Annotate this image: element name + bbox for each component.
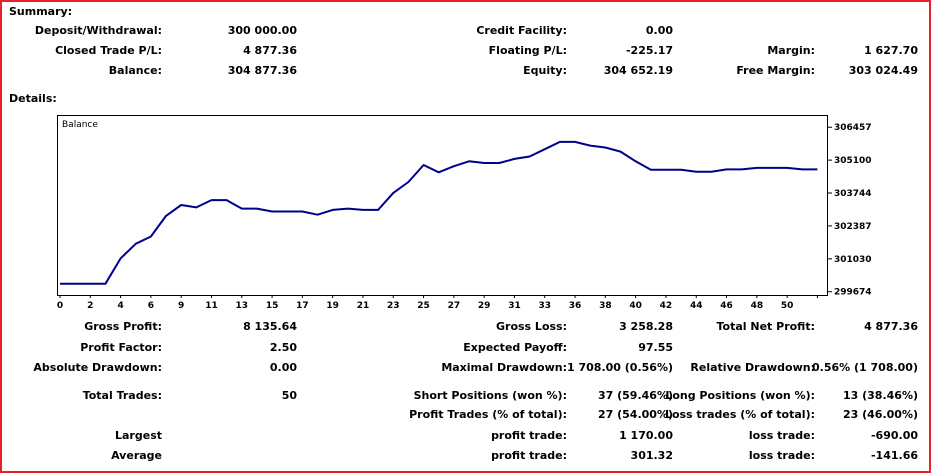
x-tick-label: 48 [751,301,764,311]
x-tick-label: 33 [538,301,551,311]
y-tick-label: 299674 [834,288,872,298]
balance-chart: Balance 299674 301030 302387 303744 305100 30… [57,115,872,311]
expected-payoff-value: 97.55 [638,341,673,354]
x-tick-label: 6 [148,301,154,311]
margin-label: Margin: [767,44,815,57]
x-tick-label: 29 [478,301,491,311]
average-profit-value: 301.32 [630,449,673,462]
long-positions-label: Long Positions (won %): [665,389,815,402]
credit-value: 0.00 [645,24,673,37]
x-tick-label: 46 [720,301,733,311]
x-tick-label: 2 [87,301,93,311]
x-tick-label: 25 [417,301,430,311]
gross-profit-value: 8 135.64 [243,320,297,333]
y-tick-label: 302387 [834,222,872,232]
x-tick-label: 15 [266,301,279,311]
abs-drawdown-value: 0.00 [269,361,297,374]
loss-trades-label: Loss trades (% of total): [664,408,815,421]
free-margin-label: Free Margin: [736,64,815,77]
balance-chart-plot: Balance 299674 301030 302387 303744 305100 30… [57,120,872,311]
y-tick-label: 305100 [834,156,872,166]
largest-label: Largest [115,429,162,442]
balance-series-line [60,140,818,285]
profit-factor-value: 2.50 [269,341,297,354]
summary-heading: Summary: [9,5,73,18]
x-tick-label: 27 [448,301,461,311]
largest-profit-label: profit trade: [491,429,567,442]
gross-profit-label: Gross Profit: [84,320,162,333]
max-drawdown-label: Maximal Drawdown: [441,361,567,374]
x-tick-label: 17 [296,301,309,311]
details-heading: Details: [9,92,57,105]
deposit-label: Deposit/Withdrawal: [34,24,162,37]
short-positions-value: 37 (59.46%) [597,389,673,402]
x-tick-label: 50 [781,301,794,311]
loss-trades-value: 23 (46.00%) [842,408,918,421]
floating-value: -225.17 [625,44,673,57]
net-profit-label: Total Net Profit: [716,320,816,333]
closed-pl-label: Closed Trade P/L: [55,44,162,57]
x-tick-label: 31 [508,301,521,311]
x-tick-label: 40 [629,301,642,311]
net-profit-value: 4 877.36 [864,320,918,333]
largest-loss-value: -690.00 [870,429,918,442]
x-tick-label: 9 [178,301,184,311]
credit-label: Credit Facility: [476,24,567,37]
average-label: Average [111,449,162,462]
y-tick-label: 306457 [834,123,872,133]
largest-loss-label: loss trade: [748,429,815,442]
x-tick-label: 4 [117,301,123,311]
balance-label: Balance: [108,64,162,77]
x-tick-label: 44 [690,301,703,311]
x-tick-label: 19 [326,301,339,311]
profit-trades-label: Profit Trades (% of total): [409,408,567,421]
total-trades-label: Total Trades: [82,389,162,402]
y-tick-label: 303744 [834,189,872,199]
chart-title: Balance [62,120,98,130]
floating-label: Floating P/L: [488,44,567,57]
deposit-value: 300 000.00 [227,24,297,37]
total-trades-value: 50 [281,389,297,402]
max-drawdown-value: 1 708.00 (0.56%) [567,361,673,374]
x-tick-label: 21 [357,301,370,311]
largest-profit-value: 1 170.00 [619,429,673,442]
gross-loss-value: 3 258.28 [619,320,673,333]
x-tick-label: 0 [57,301,63,311]
x-tick-label: 42 [660,301,673,311]
expected-payoff-label: Expected Payoff: [463,341,567,354]
x-tick-label: 13 [236,301,249,311]
balance-value: 304 877.36 [227,64,297,77]
equity-value: 304 652.19 [603,64,673,77]
short-positions-label: Short Positions (won %): [413,389,567,402]
x-tick-label: 38 [599,301,612,311]
equity-label: Equity: [523,64,567,77]
average-loss-value: -141.66 [870,449,918,462]
long-positions-value: 13 (38.46%) [842,389,918,402]
abs-drawdown-label: Absolute Drawdown: [33,361,162,374]
free-margin-value: 303 024.49 [848,64,918,77]
gross-loss-label: Gross Loss: [496,320,567,333]
x-tick-label: 23 [387,301,400,311]
closed-pl-value: 4 877.36 [243,44,297,57]
x-tick-label: 36 [569,301,582,311]
profit-factor-label: Profit Factor: [80,341,162,354]
margin-value: 1 627.70 [864,44,918,57]
x-tick-label: 11 [205,301,218,311]
rel-drawdown-value: 0.56% (1 708.00) [812,361,918,374]
average-profit-label: profit trade: [491,449,567,462]
profit-trades-value: 27 (54.00%) [597,408,673,421]
y-tick-label: 301030 [834,255,872,265]
rel-drawdown-label: Relative Drawdown: [690,361,815,374]
average-loss-label: loss trade: [748,449,815,462]
